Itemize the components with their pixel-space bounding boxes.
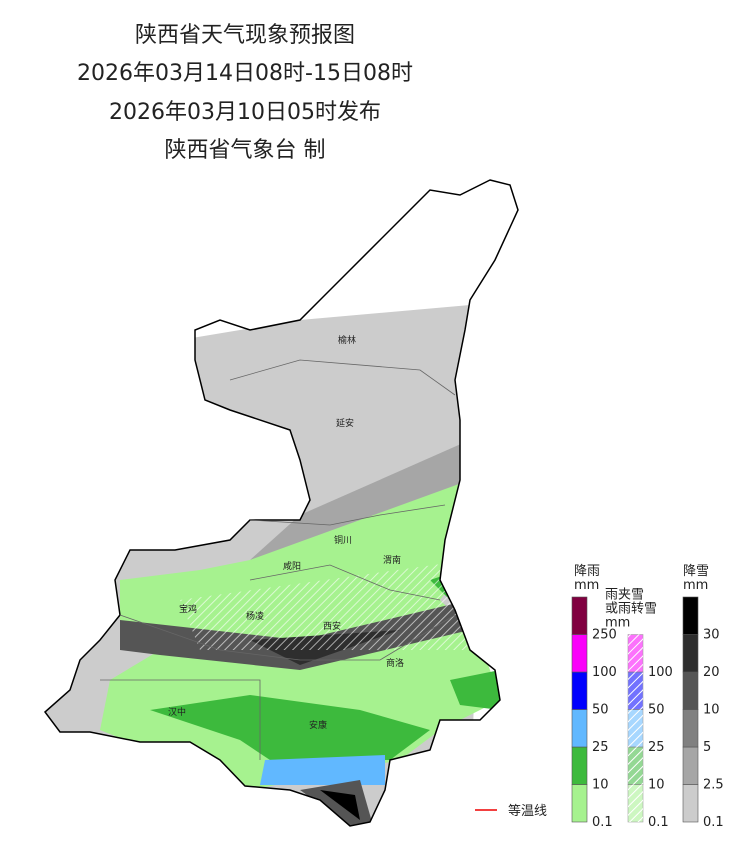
legend-title: 或雨转雪	[605, 602, 657, 617]
legend-title: 雨夹雪	[605, 588, 644, 603]
legend-swatch	[682, 784, 699, 823]
legend-swatch	[571, 634, 588, 673]
legend-title: mm	[683, 578, 708, 593]
legend-swatch	[682, 634, 699, 673]
issuer: 陕西省气象台 制	[165, 138, 326, 163]
legend-label: 5	[703, 740, 711, 755]
legend-label: 20	[703, 665, 720, 680]
legend-swatch	[682, 671, 699, 710]
city-label: 咸阳	[283, 560, 301, 572]
legend-label: 10	[648, 778, 665, 793]
legend-label: 0.1	[592, 815, 613, 830]
map-title: 陕西省天气现象预报图	[135, 23, 355, 48]
legend-label: 10	[592, 778, 609, 793]
city-label: 杨凌	[246, 610, 264, 622]
legend-swatch	[571, 671, 588, 710]
valid-period: 2026年03月14日08时-15日08时	[77, 61, 413, 86]
legend-swatch	[571, 709, 588, 748]
legend-label: 50	[648, 703, 665, 718]
legend: 降雨mm0.1102550100250雨夹雪或雨转雪mm0.1102550100…	[571, 564, 724, 830]
city-label: 延安	[336, 417, 354, 429]
legend-hatch	[628, 784, 643, 822]
legend-swatch	[571, 746, 588, 785]
legend-label: 100	[592, 665, 617, 680]
city-label: 西安	[323, 620, 341, 632]
legend-swatch	[682, 746, 699, 785]
legend-hatch	[628, 634, 643, 672]
legend-label: 100	[648, 665, 673, 680]
legend-hatch	[628, 672, 643, 710]
legend-swatch	[682, 596, 699, 635]
isotherm-label: 等温线	[508, 803, 547, 819]
legend-label: 2.5	[703, 778, 724, 793]
legend-swatch	[571, 596, 588, 635]
legend-label: 0.1	[703, 815, 724, 830]
legend-label: 25	[648, 740, 665, 755]
legend-swatch	[571, 784, 588, 823]
legend-label: 30	[703, 628, 720, 643]
legend-hatch	[628, 747, 643, 785]
legend-title: 降雨	[574, 564, 600, 579]
legend-label: 0.1	[648, 815, 669, 830]
legend-label: 25	[592, 740, 609, 755]
city-label: 榆林	[338, 334, 356, 346]
city-label: 汉中	[168, 706, 186, 718]
legend-label: 250	[592, 628, 617, 643]
city-label: 宝鸡	[179, 603, 197, 615]
city-label: 安康	[309, 719, 327, 731]
legend-swatch	[682, 709, 699, 748]
city-label: 渭南	[383, 554, 401, 566]
city-label: 铜川	[334, 534, 352, 546]
legend-hatch	[628, 709, 643, 747]
legend-label: 50	[592, 703, 609, 718]
legend-title: mm	[574, 578, 599, 593]
city-boundaries	[100, 359, 456, 760]
legend-title: 降雪	[683, 564, 709, 579]
city-label: 商洛	[386, 657, 404, 669]
legend-label: 10	[703, 703, 720, 718]
legend-title: mm	[605, 616, 630, 631]
issue-time: 2026年03月10日05时发布	[109, 100, 381, 125]
title-block: 陕西省天气现象预报图 2026年03月14日08时-15日08时 2026年03…	[77, 23, 413, 163]
